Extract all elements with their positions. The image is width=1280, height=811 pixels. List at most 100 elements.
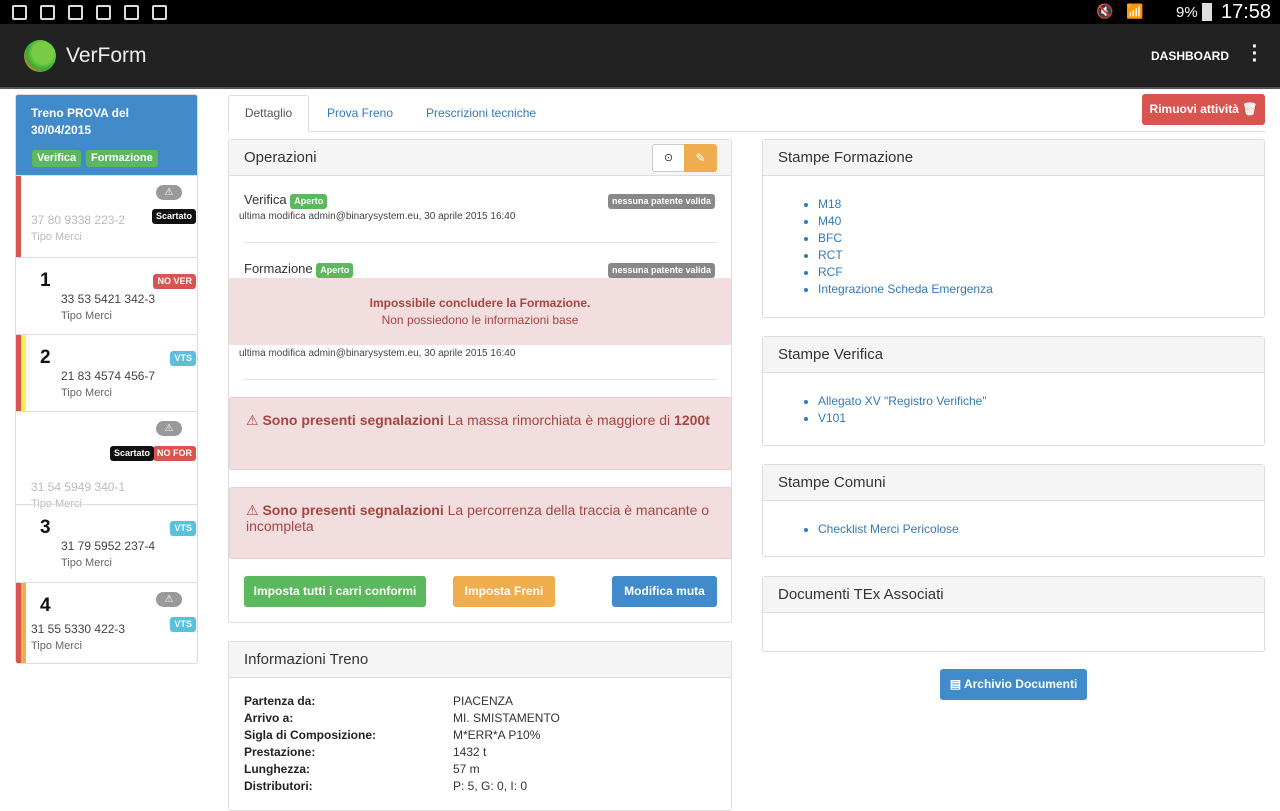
- set-brakes-button[interactable]: Imposta Freni: [453, 576, 555, 607]
- wagon-item[interactable]: 37 80 9338 223-2 Tipo Merci ⚠ Scartato: [16, 175, 197, 257]
- divider: [244, 242, 717, 243]
- error-text: Non possiedono le informazioni base: [381, 313, 579, 327]
- image-icon: [40, 5, 55, 20]
- tabs-divider: [228, 131, 1265, 132]
- tag-formazione: Formazione: [86, 150, 158, 167]
- wagon-item[interactable]: 31 54 5949 340-1 Tipo Merci ⚠ NO FOR Scartat…: [16, 411, 197, 510]
- history-clock-button[interactable]: ⊙: [652, 144, 685, 172]
- divider: [244, 379, 717, 380]
- info-label: Lunghezza:: [244, 762, 310, 776]
- train-info-title: Informazioni Treno: [244, 651, 369, 668]
- wagon-type: Tipo Merci: [61, 387, 112, 399]
- tag-verifica: Verifica: [32, 150, 82, 167]
- info-value: PIACENZA: [453, 694, 514, 708]
- alert-text: La percorrenza della traccia è mancante …: [246, 502, 710, 534]
- edit-muta-button[interactable]: Modifica muta: [612, 576, 717, 607]
- info-row: Prestazione: 1432 t: [244, 745, 486, 759]
- wagon-type: Tipo Merci: [61, 310, 112, 322]
- print-link[interactable]: Allegato XV "Registro Verifiche": [818, 394, 987, 408]
- print-link[interactable]: RCT: [818, 248, 843, 262]
- battery-percent: 9%: [1176, 4, 1198, 21]
- tab-prova-freno[interactable]: Prova Freno: [327, 106, 394, 120]
- license-badge: nessuna patente valida: [607, 194, 715, 209]
- overflow-menu-icon[interactable]: · · ·: [1251, 36, 1259, 72]
- print-link[interactable]: RCF: [818, 265, 843, 279]
- wagon-type: Tipo Merci: [31, 640, 82, 652]
- train-header[interactable]: Treno PROVA del 30/04/2015 Verifica Form…: [16, 95, 197, 175]
- info-label: Prestazione:: [244, 745, 316, 759]
- print-list-item: V101: [818, 410, 1264, 427]
- op-verifica-title: Verifica Aperto: [244, 192, 328, 209]
- info-value: MI. SMISTAMENTO: [453, 711, 560, 725]
- info-value: 1432 t: [453, 745, 487, 759]
- operations-title: Operazioni: [244, 149, 317, 166]
- archive-label: Archivio Documenti: [963, 677, 1078, 691]
- op-formazione-modified: ultima modifica admin@binarysystem.eu, 3…: [239, 348, 516, 359]
- wagon-type: Tipo Merci: [31, 231, 82, 243]
- calendar-icon: [96, 5, 111, 20]
- print-link[interactable]: BFC: [818, 231, 842, 245]
- archive-icon: ▤: [949, 677, 962, 691]
- wagon-badge: Scartato: [109, 446, 154, 461]
- print-link[interactable]: Integrazione Scheda Emergenza: [818, 282, 993, 296]
- alert-text: La massa rimorchiata è maggiore di: [443, 412, 675, 428]
- info-row: Partenza da: PIACENZA: [244, 694, 513, 708]
- wagon-code: 31 55 5330 422-3: [31, 622, 126, 636]
- info-row: Distributori: P: 5, G: 0, I: 0: [244, 779, 527, 793]
- stampe-comuni-panel: Stampe Comuni Checklist Merci Pericolose: [762, 464, 1265, 557]
- print-list-item: BFC: [818, 230, 1264, 247]
- info-row: Lunghezza: 57 m: [244, 762, 480, 776]
- clipboard-check-icon: [124, 5, 139, 20]
- wagon-badge: NO VER: [153, 274, 196, 289]
- warning-icon: ⚠: [246, 502, 259, 518]
- archive-documents-button[interactable]: ▤ Archivio Documenti: [940, 669, 1087, 700]
- stampe-formazione-title: Stampe Formazione: [778, 149, 914, 166]
- print-link[interactable]: M18: [818, 197, 842, 211]
- print-list-item: RCT: [818, 247, 1264, 264]
- stampe-comuni-title: Stampe Comuni: [778, 474, 886, 491]
- tab-dettaglio[interactable]: Dettaglio: [228, 95, 309, 132]
- op-formazione-title: Formazione Aperto: [244, 261, 354, 278]
- wagon-number: 2: [40, 347, 51, 368]
- alert-percorrenza: ⚠ Sono presenti segnalazioni La percorre…: [229, 487, 732, 559]
- wagon-item[interactable]: 2 21 83 4574 456-7 Tipo Merci VTS: [16, 334, 197, 411]
- tab-prescrizioni-tecniche[interactable]: Prescrizioni tecniche: [426, 106, 537, 120]
- documenti-panel: Documenti TEx Associati: [762, 576, 1265, 652]
- error-title: Impossibile concludere la Formazione.: [369, 296, 591, 310]
- info-value: 57 m: [453, 762, 480, 776]
- edit-button[interactable]: ✎: [684, 144, 717, 172]
- documenti-title: Documenti TEx Associati: [778, 586, 944, 603]
- alert-strong: Sono presenti segnalazioni: [262, 412, 444, 428]
- wagon-number: 4: [40, 595, 51, 616]
- info-value: M*ERR*A P10%: [453, 728, 541, 742]
- status-badge: Aperto: [290, 194, 328, 209]
- wagon-badge: NO FOR: [153, 446, 196, 461]
- status-badge: Aperto: [316, 263, 354, 278]
- wagon-item[interactable]: 3 31 79 5952 237-4 Tipo Merci VTS: [16, 504, 197, 582]
- print-link[interactable]: V101: [818, 411, 847, 425]
- wagon-item[interactable]: 1 33 53 5421 342-3 Tipo Merci NO VER: [16, 257, 197, 334]
- dashboard-button[interactable]: DASHBOARD: [1151, 49, 1229, 63]
- wagon-number: 1: [40, 270, 51, 291]
- wifi-icon: 📶: [1126, 3, 1144, 19]
- status-bar: 🔇 📶 9% 17:58: [0, 0, 1280, 24]
- set-all-conform-button[interactable]: Imposta tutti i carri conformi: [244, 576, 426, 607]
- app-title: VerForm: [66, 44, 147, 67]
- remove-activity-button[interactable]: Rimuovi attività 🗑: [1142, 94, 1265, 125]
- clock: 17:58: [1221, 1, 1272, 23]
- wagon-item[interactable]: 4 31 55 5330 422-3 Tipo Merci ⚠ VTS: [16, 582, 197, 663]
- alert-strong: Sono presenti segnalazioni: [262, 502, 444, 518]
- battery-icon: [1202, 3, 1212, 21]
- wagon-status-bar: [16, 335, 21, 411]
- wagon-badge: VTS: [170, 351, 196, 366]
- warning-icon: ⚠: [156, 592, 182, 607]
- wagon-status-bar: [16, 176, 21, 257]
- info-label: Sigla di Composizione:: [244, 728, 377, 742]
- info-label: Arrivo a:: [244, 711, 294, 725]
- wagon-list: Treno PROVA del 30/04/2015 Verifica Form…: [15, 94, 198, 664]
- print-link[interactable]: M40: [818, 214, 842, 228]
- print-link[interactable]: Checklist Merci Pericolose: [818, 522, 959, 536]
- wagon-code: 31 54 5949 340-1: [31, 480, 126, 494]
- gmail-icon: [68, 5, 83, 20]
- app-logo: [24, 40, 56, 72]
